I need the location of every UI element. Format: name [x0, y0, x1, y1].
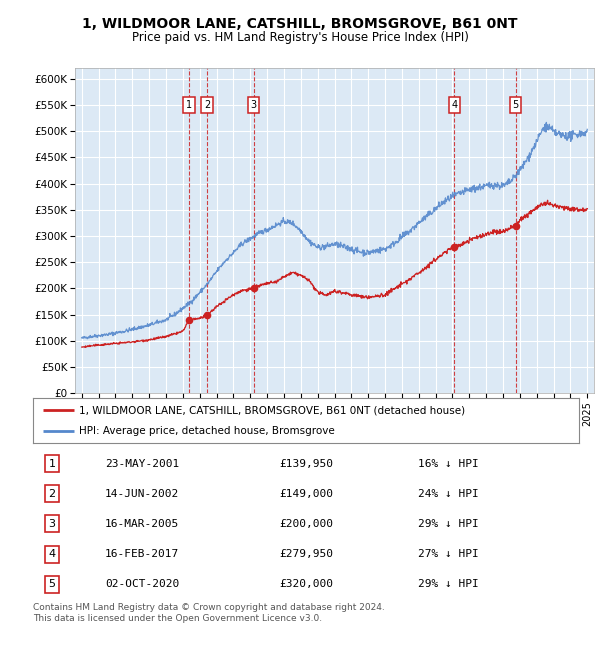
Text: £139,950: £139,950: [279, 459, 333, 469]
Text: 2: 2: [49, 489, 56, 499]
Text: 24% ↓ HPI: 24% ↓ HPI: [418, 489, 478, 499]
Text: £149,000: £149,000: [279, 489, 333, 499]
Text: 27% ↓ HPI: 27% ↓ HPI: [418, 549, 478, 559]
Text: 4: 4: [49, 549, 56, 559]
Text: 5: 5: [49, 579, 56, 589]
Text: 16-FEB-2017: 16-FEB-2017: [105, 549, 179, 559]
Text: £279,950: £279,950: [279, 549, 333, 559]
Text: HPI: Average price, detached house, Bromsgrove: HPI: Average price, detached house, Brom…: [79, 426, 335, 436]
Text: 1: 1: [49, 459, 56, 469]
Text: 1, WILDMOOR LANE, CATSHILL, BROMSGROVE, B61 0NT (detached house): 1, WILDMOOR LANE, CATSHILL, BROMSGROVE, …: [79, 405, 466, 415]
Text: 3: 3: [251, 100, 257, 110]
Text: £200,000: £200,000: [279, 519, 333, 529]
Text: Contains HM Land Registry data © Crown copyright and database right 2024.
This d: Contains HM Land Registry data © Crown c…: [33, 603, 385, 623]
Text: 5: 5: [512, 100, 519, 110]
Text: 3: 3: [49, 519, 56, 529]
Text: 02-OCT-2020: 02-OCT-2020: [105, 579, 179, 589]
Text: 29% ↓ HPI: 29% ↓ HPI: [418, 579, 478, 589]
Text: 4: 4: [451, 100, 458, 110]
Text: 23-MAY-2001: 23-MAY-2001: [105, 459, 179, 469]
Text: 1: 1: [186, 100, 192, 110]
Text: 2: 2: [204, 100, 210, 110]
Text: 29% ↓ HPI: 29% ↓ HPI: [418, 519, 478, 529]
Text: £320,000: £320,000: [279, 579, 333, 589]
Text: 16% ↓ HPI: 16% ↓ HPI: [418, 459, 478, 469]
Text: Price paid vs. HM Land Registry's House Price Index (HPI): Price paid vs. HM Land Registry's House …: [131, 31, 469, 44]
Text: 16-MAR-2005: 16-MAR-2005: [105, 519, 179, 529]
Text: 14-JUN-2002: 14-JUN-2002: [105, 489, 179, 499]
Text: 1, WILDMOOR LANE, CATSHILL, BROMSGROVE, B61 0NT: 1, WILDMOOR LANE, CATSHILL, BROMSGROVE, …: [82, 17, 518, 31]
